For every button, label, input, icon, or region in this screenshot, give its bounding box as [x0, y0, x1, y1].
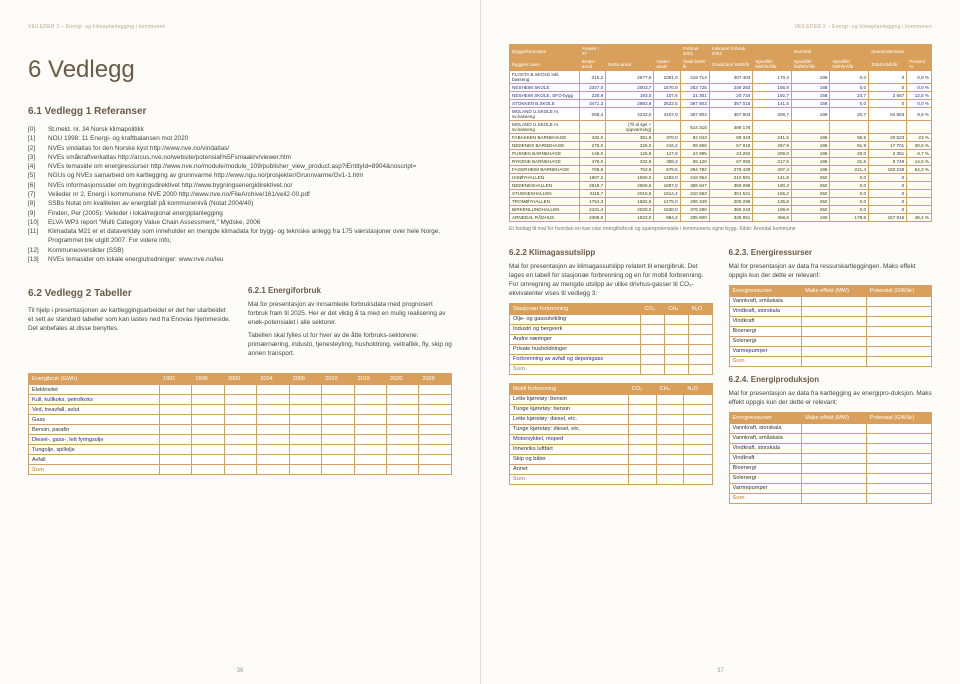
page-number: 36 — [237, 668, 244, 674]
para-6-2-1b: Tabellen skal fylles ut for hver av de å… — [248, 332, 452, 359]
production-table: EnergiressurserMaks effekt (MW)Potensial… — [729, 412, 933, 504]
chapter-title: 6 Vedlegg — [28, 56, 452, 84]
mobile-table: Mobil forbrenningCO₂CH₄N₂OLette kjøretøy… — [509, 383, 713, 485]
para-6-2-3: Mal for presentasjon av data fra ressurs… — [729, 263, 933, 281]
sec-6-2-3: 6.2.3. Energiressurser — [729, 248, 933, 257]
header-left: VEILEDER 2 – Energi- og klimaplanlegging… — [28, 24, 452, 30]
para-6-2-1a: Mal for presentasjon av innsamlede forbr… — [248, 301, 452, 328]
page-right: VEILEDER 2 – Energi- og klimaplanlegging… — [480, 0, 960, 684]
sec-6-2-4: 6.2.4. Energiproduksjon — [729, 375, 933, 384]
table-caption: Et forslag til mal for hvordan en kan vi… — [509, 226, 932, 232]
para-6-2: Til hjelp i presentasjonen av kartleggin… — [28, 307, 232, 334]
resources-table: EnergiressurserMaks effekt (MW)Potensial… — [729, 285, 933, 367]
sec-6-1: 6.1 Vedlegg 1 Referanser — [28, 106, 452, 117]
building-data-table: BygginformasjonArealer i m²Forbruk 2002K… — [509, 44, 932, 222]
sec-6-2-2: 6.2.2 Klimagassutslipp — [509, 248, 713, 257]
stationary-table: Stasjonær forbrenningCO₂CH₄N₂OOlje- og g… — [509, 303, 713, 375]
sec-6-2: 6.2 Vedlegg 2 Tabeller — [28, 288, 232, 299]
para-6-2-2: Mal for presentasjon av klimagassutslipp… — [509, 263, 713, 299]
page-number: 37 — [717, 668, 724, 674]
reference-list: [0]St.meld. nr. 34 Norsk klimapolitikk[1… — [28, 125, 452, 264]
energy-table: Energibruk (GWh)199119952000200420052010… — [28, 373, 452, 475]
header-right: VEILEDER 2 – Energi- og klimaplanlegging… — [509, 24, 932, 30]
page-left: VEILEDER 2 – Energi- og klimaplanlegging… — [0, 0, 480, 684]
para-6-2-4: Mal for presentasjon av data fra kartleg… — [729, 390, 933, 408]
sec-6-2-1: 6.2.1 Energiforbruk — [248, 286, 452, 295]
